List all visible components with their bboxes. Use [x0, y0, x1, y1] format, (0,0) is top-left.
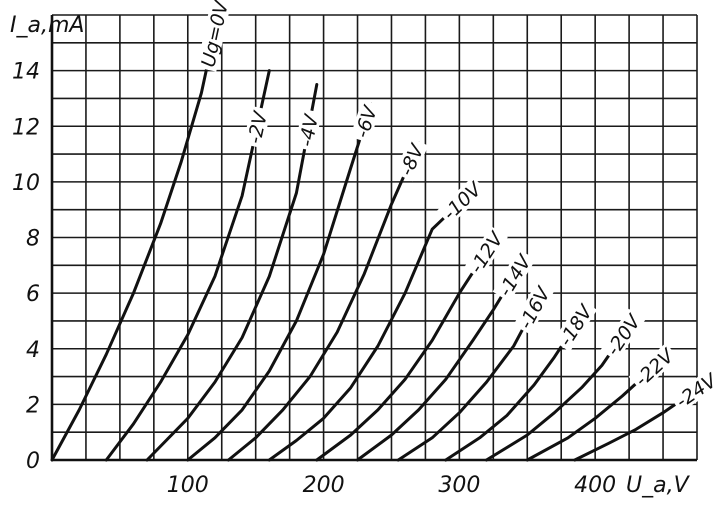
curve-label-background [243, 105, 271, 149]
curve--10v [267, 208, 455, 462]
curve--20v [485, 350, 613, 462]
curve-ug-0v [50, 41, 214, 462]
curve-label-group: -18V [553, 298, 598, 352]
curve-label-group: -22V [628, 343, 680, 392]
curve-labels: Ug=0V-2V -4V -6V-8V-10V-12V-14V-16V -18V -20… [196, 0, 719, 413]
curve-label-background [294, 108, 322, 151]
curve-label-background [394, 137, 429, 182]
x-axis-title: U_a,V [626, 473, 691, 498]
grid [52, 14, 698, 460]
curve-label: -4V [295, 111, 323, 148]
y-tick-label: 4 [26, 338, 40, 363]
curve-label-group: -24V [669, 368, 719, 413]
curve-label-group: -4V [294, 108, 323, 151]
curve--8v [227, 141, 421, 462]
y-tick-label: 2 [26, 393, 40, 418]
curve--12v [315, 249, 488, 462]
curve-label-background [600, 308, 646, 362]
curve--2v [104, 69, 271, 462]
y-tick-label: 8 [26, 227, 40, 252]
curves [50, 41, 685, 462]
x-tick-label: 400 [574, 473, 616, 498]
curve-label: Ug=0V [197, 0, 233, 69]
curve--14v [356, 286, 509, 462]
curve-label-group: -6V [350, 99, 382, 143]
y-tick-label: 10 [12, 171, 40, 196]
curve-label: -24V [672, 369, 719, 413]
curve-label-group: -2V [243, 105, 272, 149]
x-tick-label: 100 [167, 473, 209, 498]
curve-label-background [553, 298, 598, 352]
curve-label-group: -12V [463, 226, 509, 279]
curve--22v [525, 372, 649, 462]
x-tick-label: 300 [438, 473, 480, 498]
curve-label-group: -20V [600, 308, 646, 362]
curve-label-background [492, 248, 536, 303]
curve--18v [444, 338, 567, 462]
tick-labels: 0 2 4 6 8 10 12 14 100 200 300 400 [12, 60, 616, 498]
curve-label-background [628, 343, 680, 392]
x-tick-label: 200 [303, 473, 345, 498]
y-tick-label: 12 [12, 115, 40, 140]
curve-label-background [513, 281, 555, 335]
axes [50, 15, 697, 462]
curve-label-background [669, 368, 719, 413]
y-tick-label: 14 [12, 60, 40, 85]
y-tick-label: 6 [26, 282, 40, 307]
curve--16v [396, 313, 532, 462]
curve--6v [186, 102, 373, 462]
y-tick-label: 0 [26, 449, 40, 474]
curve-label-group: Ug=0V [196, 0, 233, 72]
curve-label-background [196, 7, 230, 72]
curve--4v [145, 83, 319, 462]
curve-label-background [463, 226, 508, 279]
curve-label-background [436, 176, 487, 226]
y-axis-title: I_a,mA [10, 13, 84, 38]
curve-label-background [350, 99, 382, 143]
curve--24v [573, 397, 685, 462]
